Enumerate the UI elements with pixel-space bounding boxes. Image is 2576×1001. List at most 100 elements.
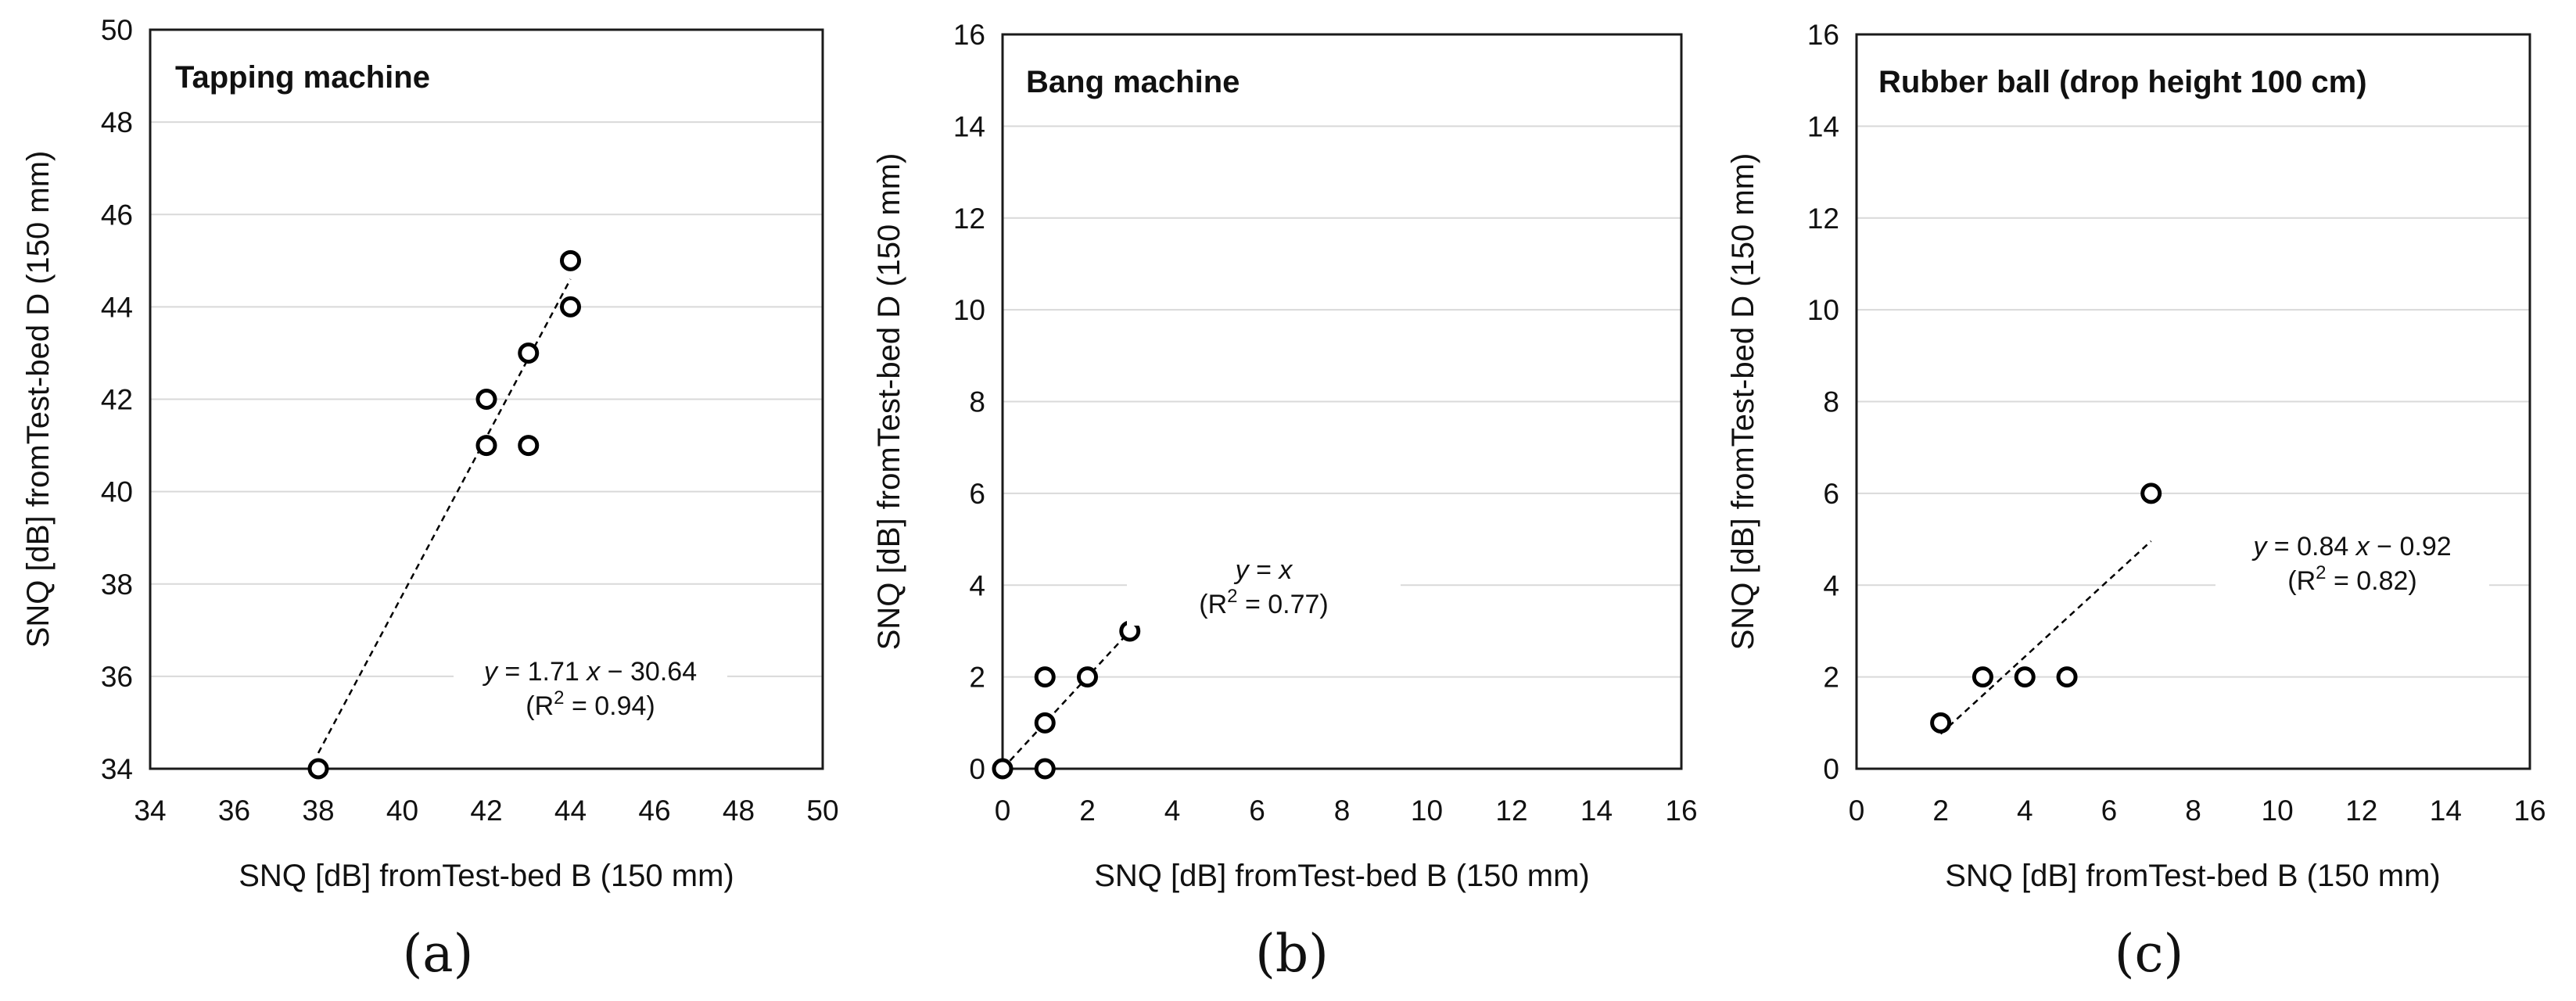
plot-area-frame	[1855, 33, 2531, 770]
x-tick-label: 50	[806, 795, 838, 827]
y-tick-label: 14	[1807, 110, 1839, 142]
r-squared-part: (R	[526, 691, 554, 721]
r-squared-part: (R	[2287, 566, 2316, 596]
x-tick-label: 8	[2185, 795, 2201, 827]
y-tick-label: 6	[1823, 478, 1839, 510]
equation-part: = 0.84	[2266, 532, 2355, 561]
data-point	[475, 389, 497, 410]
r-squared-superscript: 2	[1227, 586, 1237, 607]
x-tick-label: 4	[2017, 795, 2033, 827]
r-squared-part: = 0.82)	[2327, 566, 2417, 596]
y-axis-label: SNQ [dB] fromTest-bed D (150 mm)	[872, 153, 906, 651]
plot-area-frame	[1001, 33, 1683, 770]
x-tick-label: 36	[218, 795, 250, 827]
chart-panel-a: 34 36 38 40 42 44 46 48 50 34 36 38 40 42 44 46 48 50 Tapp…	[21, 14, 839, 984]
r-squared-superscript: 2	[2316, 562, 2326, 583]
x-tick-label: 44	[554, 795, 587, 827]
y-axis-label: SNQ [dB] fromTest-bed D (150 mm)	[1726, 153, 1760, 651]
trendline	[317, 278, 572, 754]
chart-title: Bang machine	[1026, 65, 1240, 99]
chart-panel-b: 0 2 4 6 8 10 12 14 16 0 2 4 6 8 10 12 14 16 Bang machine y …	[872, 19, 1698, 984]
y-tick-label: 46	[101, 199, 133, 231]
x-axis-label: SNQ [dB] fromTest-bed B (150 mm)	[239, 859, 734, 893]
panel-label: (c)	[2115, 924, 2183, 984]
data-point	[2140, 483, 2162, 504]
data-point	[475, 435, 497, 457]
y-tick-label: 4	[1823, 569, 1839, 601]
equation-part: x	[1277, 555, 1293, 585]
data-point	[560, 249, 581, 271]
y-tick-label: 2	[969, 662, 985, 694]
equation-part: − 0.92	[2370, 532, 2452, 561]
y-tick-label: 4	[969, 569, 985, 601]
y-tick-label: 8	[969, 386, 985, 418]
r-squared-part: (R	[1199, 590, 1227, 619]
equation-text: y = 0.84 x − 0.92	[2251, 532, 2451, 561]
y-tick-label: 16	[1807, 19, 1839, 51]
data-point	[307, 758, 329, 780]
data-point	[1930, 712, 1952, 734]
x-tick-label: 14	[2430, 795, 2462, 827]
chart-title: Rubber ball (drop height 100 cm)	[1878, 65, 2367, 99]
chart-panel-c: 0 2 4 6 8 10 12 14 16 0 2 4 6 8 10 12 14 16 Rubber ball (d…	[1726, 19, 2546, 984]
data-point	[518, 435, 540, 457]
x-tick-label: 14	[1580, 795, 1613, 827]
x-tick-label: 38	[302, 795, 334, 827]
x-axis-label: SNQ [dB] fromTest-bed B (150 mm)	[1094, 859, 1590, 893]
y-tick-label: 40	[101, 476, 133, 508]
equation-part: = 1.71	[497, 657, 587, 687]
x-tick-label: 4	[1164, 795, 1181, 827]
y-tick-label: 12	[953, 203, 985, 235]
equation-text: y = 1.71 x − 30.64	[483, 657, 697, 687]
y-tick-label: 38	[101, 569, 133, 601]
x-tick-label: 10	[1411, 795, 1443, 827]
equation-part: y	[483, 657, 499, 687]
x-tick-label: 46	[638, 795, 670, 827]
y-tick-label: 42	[101, 384, 133, 416]
r-squared-text: (R2 = 0.82)	[2287, 562, 2417, 596]
equation-part: − 30.64	[600, 657, 697, 687]
y-tick-label: 0	[969, 753, 985, 785]
r-squared-text: (R2 = 0.77)	[1199, 586, 1329, 619]
y-tick-label: 34	[101, 753, 133, 785]
x-tick-label: 0	[1849, 795, 1865, 827]
data-point	[518, 342, 540, 364]
data-point	[560, 296, 581, 318]
x-tick-label: 6	[1249, 795, 1265, 827]
x-axis-label: SNQ [dB] fromTest-bed B (150 mm)	[1945, 859, 2441, 893]
data-point	[1971, 666, 1993, 688]
trendline	[1939, 540, 2152, 735]
y-tick-label: 44	[101, 291, 133, 323]
data-point	[1077, 666, 1098, 688]
y-tick-label: 10	[953, 294, 985, 326]
data-point	[2056, 666, 2078, 688]
x-tick-label: 16	[1665, 795, 1697, 827]
equation-box	[2215, 521, 2489, 602]
equation-part: y	[2251, 532, 2268, 561]
chart-title: Tapping machine	[175, 60, 430, 95]
y-tick-label: 16	[953, 19, 985, 51]
y-tick-label: 8	[1823, 386, 1839, 418]
x-tick-label: 0	[995, 795, 1011, 827]
equation-text: y = x	[1234, 555, 1293, 585]
y-tick-label: 50	[101, 14, 133, 46]
r-squared-part: = 0.77)	[1238, 590, 1329, 619]
x-tick-label: 2	[1932, 795, 1949, 827]
x-tick-label: 34	[134, 795, 166, 827]
data-point	[1034, 712, 1056, 734]
r-squared-text: (R2 = 0.94)	[526, 687, 655, 721]
x-tick-label: 8	[1334, 795, 1351, 827]
y-axis-label: SNQ [dB] fromTest-bed D (150 mm)	[21, 151, 56, 648]
x-tick-label: 42	[470, 795, 502, 827]
x-tick-label: 6	[2101, 795, 2118, 827]
r-squared-superscript: 2	[554, 687, 564, 709]
data-point	[1034, 666, 1056, 688]
y-tick-label: 48	[101, 106, 133, 138]
y-tick-label: 12	[1807, 203, 1839, 235]
equation-part: =	[1249, 555, 1279, 585]
equation-part: x	[585, 657, 601, 687]
equation-box	[1127, 544, 1401, 626]
x-tick-label: 12	[2345, 795, 2377, 827]
